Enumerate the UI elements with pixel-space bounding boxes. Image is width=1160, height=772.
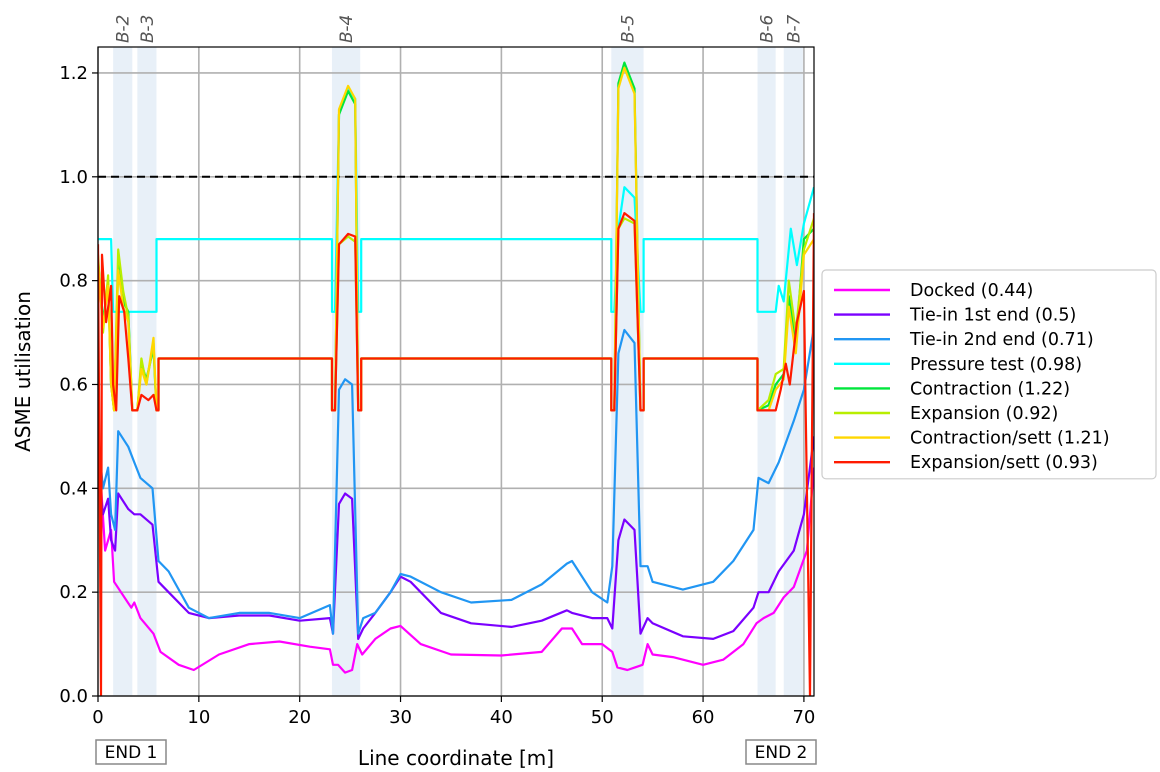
plot-frame [97, 46, 815, 697]
band-label: B-2 [114, 15, 134, 43]
x-axis-ticks: 0 10 20 30 40 50 60 70 [92, 696, 815, 728]
band-label: B-7 [784, 15, 804, 43]
legend-label: Contraction (1.22) [910, 379, 1070, 399]
band-label: B-5 [618, 15, 638, 43]
series-line [98, 436, 814, 640]
x-tick-label: 10 [187, 707, 210, 728]
y-tick-label: 0.4 [59, 478, 88, 499]
series-line [98, 436, 814, 674]
series-line [98, 327, 814, 635]
x-axis-label: Line coordinate [m] [358, 746, 554, 770]
end-label: END 1 [105, 743, 158, 763]
plot-area [98, 61, 814, 696]
series-line [98, 87, 814, 313]
y-tick-label: 0.8 [59, 271, 88, 292]
x-tick-label: 20 [288, 707, 311, 728]
y-tick-label: 0.2 [59, 582, 88, 603]
band-label: B-6 [758, 15, 778, 43]
legend-box [821, 269, 1157, 480]
legend-label: Tie-in 1st end (0.5) [909, 306, 1076, 326]
x-tick-label: 0 [92, 707, 103, 728]
end-label-box [745, 739, 817, 765]
buoyancy-bands [113, 47, 803, 696]
legend-label: Contraction/sett (1.21) [910, 429, 1110, 449]
legend-label: Pressure test (0.98) [910, 355, 1082, 375]
band-b-2 [113, 47, 133, 696]
band-label: B-3 [138, 15, 158, 43]
legend-label: Tie-in 2nd end (0.71) [909, 330, 1094, 350]
x-tick-label: 30 [389, 707, 412, 728]
legend-label: Expansion/sett (0.93) [910, 453, 1098, 473]
legend: Docked (0.44) Tie-in 1st end (0.5) Tie-in … [821, 269, 1157, 480]
end-label: END 2 [755, 743, 808, 763]
band-label: B-4 [337, 15, 357, 43]
band-b-3 [137, 47, 157, 696]
band-labels: B-2 B-3 B-4 B-5 B-6 B-7 [114, 15, 805, 43]
x-tick-label: 60 [692, 707, 715, 728]
legend-label: Expansion (0.92) [910, 404, 1058, 424]
y-tick-label: 0.6 [59, 374, 88, 395]
x-tick-label: 70 [792, 707, 815, 728]
y-tick-label: 1.0 [59, 167, 88, 188]
end-labels: END 1 END 2 [95, 739, 817, 765]
y-tick-label: 1.2 [59, 63, 88, 84]
y-tick-label: 0.0 [59, 686, 88, 707]
band-b-6 [757, 47, 776, 696]
series-lines [98, 61, 814, 696]
end-label-box [95, 739, 167, 765]
x-tick-label: 50 [591, 707, 614, 728]
x-tick-label: 40 [490, 707, 513, 728]
y-axis-label: ASME utilisation [11, 291, 35, 452]
legend-label: Docked (0.44) [910, 281, 1033, 301]
series-line [98, 212, 814, 696]
y-axis-ticks: 0.0 0.2 0.4 0.6 0.8 1.0 1.2 [59, 63, 98, 707]
